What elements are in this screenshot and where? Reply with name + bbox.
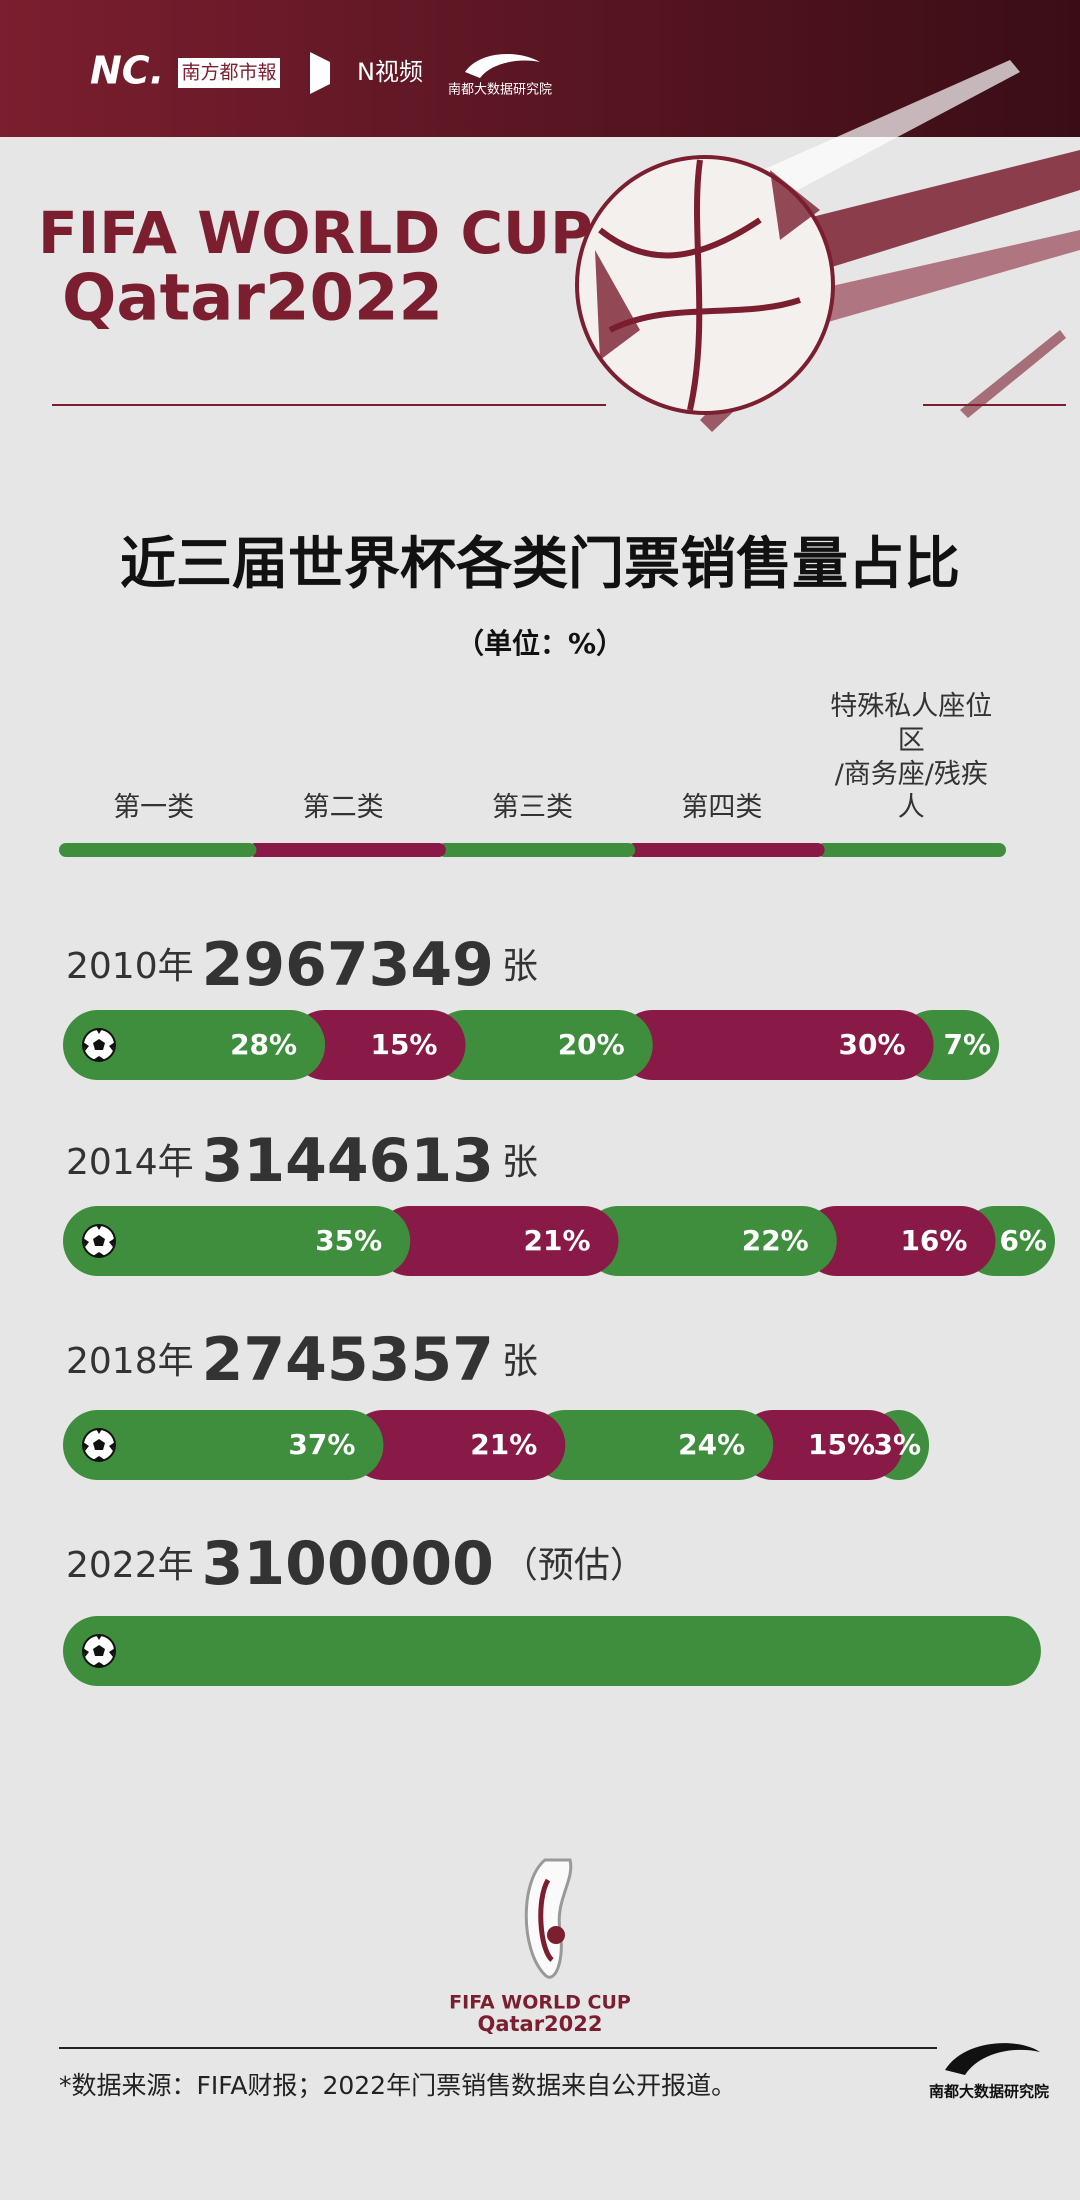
- total-suffix: （预估）: [502, 1545, 646, 1586]
- value-label: 7%: [944, 1028, 992, 1061]
- total-suffix: 张: [502, 1142, 538, 1183]
- source-note: *数据来源：FIFA财报；2022年门票销售数据来自公开报道。: [59, 2071, 736, 2100]
- total-label: 3144613: [202, 1126, 494, 1196]
- bar-segment: [617, 1010, 934, 1080]
- ball-patch: [93, 1235, 105, 1246]
- bar-segment: [63, 1410, 384, 1480]
- value-label: 15%: [370, 1028, 437, 1061]
- chart-subtitle: （单位：%）: [456, 627, 624, 660]
- nc-mark: NC.: [90, 49, 164, 93]
- legend-label: 特殊私人座位区 /商务座/残疾人: [830, 691, 993, 824]
- row-header: 2010年 2967349 张: [66, 930, 538, 1000]
- bar-segment: [63, 1206, 411, 1276]
- ball-icon: [82, 1224, 116, 1258]
- year-label: 2014年: [66, 1142, 194, 1183]
- year-label: 2010年: [66, 946, 194, 987]
- year-label: 2018年: [66, 1341, 194, 1382]
- total-label: 2745357: [202, 1325, 494, 1395]
- legend-swatch: [248, 843, 446, 857]
- ball-icon: [82, 1634, 116, 1668]
- logo-text: 南方都市報: [181, 62, 276, 84]
- bar-segment: [375, 1206, 619, 1276]
- row-header: 2022年 3100000 （预估）: [66, 1529, 646, 1599]
- footer-logo-icon: [945, 2043, 1040, 2075]
- emblem-line2: Qatar2022: [477, 2012, 602, 2036]
- value-label: 3%: [874, 1428, 922, 1461]
- total-label: 2967349: [202, 930, 494, 1000]
- value-label: 21%: [470, 1428, 537, 1461]
- value-label: 6%: [999, 1224, 1047, 1257]
- ball-icon: [82, 1428, 116, 1462]
- emblem-line1: FIFA WORLD CUP: [449, 1992, 631, 2014]
- value-label: 20%: [558, 1028, 625, 1061]
- row-header: 2018年 2745357 张: [66, 1325, 538, 1395]
- total-suffix: 张: [502, 1341, 538, 1382]
- value-label: 22%: [742, 1224, 809, 1257]
- chart-title: 近三届世界杯各类门票销售量占比: [120, 532, 960, 597]
- legend-label: 第三类: [492, 792, 573, 824]
- value-label: 16%: [900, 1224, 967, 1257]
- ball-icon: [82, 1028, 116, 1062]
- year-label: 2022年: [66, 1545, 194, 1586]
- total-label: 3100000: [202, 1529, 494, 1599]
- value-label: 28%: [230, 1028, 297, 1061]
- legend-label: 第一类: [113, 792, 195, 824]
- value-label: 35%: [315, 1224, 382, 1257]
- ball-patch: [93, 1039, 105, 1050]
- bar-segment: [530, 1410, 774, 1480]
- value-label: 24%: [678, 1428, 745, 1461]
- logo-box: [178, 58, 280, 88]
- total-suffix: 张: [502, 946, 538, 987]
- bar-segment: [801, 1206, 996, 1276]
- ball-patch: [93, 1645, 105, 1656]
- legend-swatch: [627, 843, 825, 857]
- bar-segment: [430, 1010, 653, 1080]
- value-label: 21%: [523, 1224, 590, 1257]
- bar-segment: [583, 1206, 837, 1276]
- legend-swatch: [437, 843, 636, 857]
- logo-text: N视频: [357, 58, 423, 86]
- legend-swatch: [816, 843, 1006, 857]
- legend-label: 第二类: [302, 792, 384, 824]
- estimate-bar: [63, 1616, 1041, 1686]
- logo-text: 南都大数据研究院: [448, 82, 552, 98]
- bar-segment: [290, 1010, 466, 1080]
- ball-patch: [93, 1439, 105, 1450]
- legend-label: 第四类: [681, 792, 763, 824]
- row-header: 2014年 3144613 张: [66, 1126, 538, 1196]
- legend-swatch: [59, 843, 257, 857]
- banner-line2: Qatar2022: [62, 262, 443, 336]
- banner-line1: FIFA WORLD CUP: [38, 199, 593, 267]
- value-label: 30%: [839, 1028, 906, 1061]
- bar-segment: [738, 1410, 904, 1480]
- ball-decoration: [575, 60, 1080, 432]
- lab-icon: [465, 53, 540, 78]
- value-label: 15%: [808, 1428, 875, 1461]
- emblem: [524, 1858, 573, 1979]
- value-label: 37%: [288, 1428, 355, 1461]
- nvideo-icon: [310, 52, 330, 94]
- bar-segment: [348, 1410, 566, 1480]
- footer-logo: 南都大数据研究院: [929, 2083, 1049, 2101]
- bar-segment: [63, 1010, 326, 1080]
